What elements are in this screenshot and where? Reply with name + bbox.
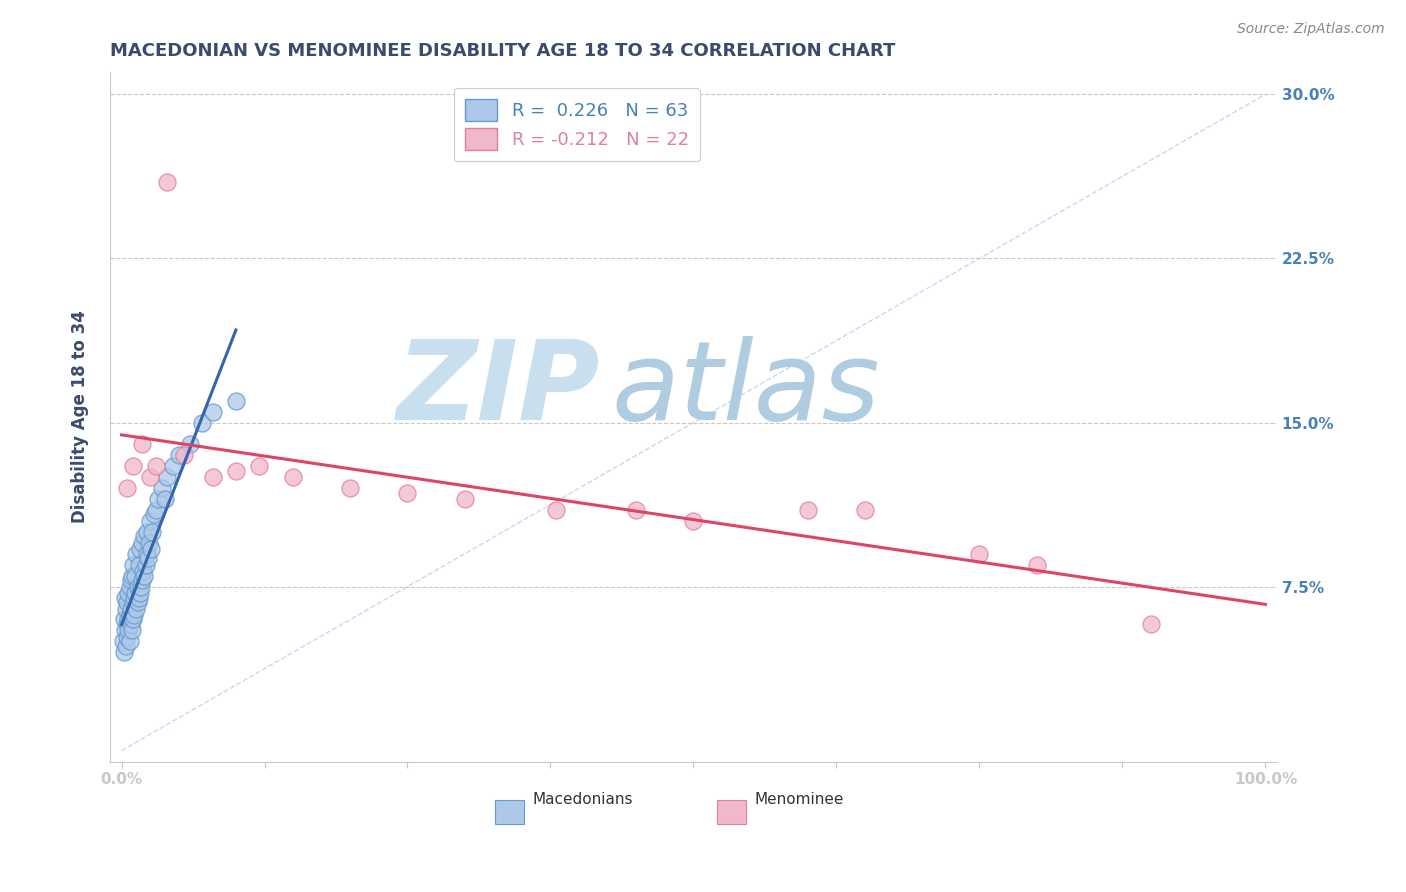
Text: MACEDONIAN VS MENOMINEE DISABILITY AGE 18 TO 34 CORRELATION CHART: MACEDONIAN VS MENOMINEE DISABILITY AGE 1… (110, 42, 896, 60)
Point (118, 608, 141, 623)
Point (112, 645, 135, 659)
Point (124, 568, 146, 582)
Point (1140, 616, 1163, 631)
Point (138, 536, 160, 550)
Point (114, 591, 136, 605)
Point (127, 595, 149, 609)
Point (682, 514, 704, 528)
Point (122, 608, 145, 623)
Point (225, 393, 247, 408)
Text: Menominee: Menominee (754, 792, 844, 807)
Point (797, 503, 820, 517)
Point (128, 558, 150, 572)
Point (135, 524, 157, 539)
Text: atlas: atlas (612, 336, 880, 443)
Point (128, 591, 150, 605)
Point (115, 595, 138, 609)
Point (121, 624, 143, 638)
Point (396, 485, 419, 500)
Point (121, 568, 143, 582)
Point (128, 542, 150, 557)
Point (111, 634, 134, 648)
Point (202, 404, 225, 418)
Point (125, 601, 148, 615)
Point (167, 448, 190, 462)
Point (153, 492, 176, 507)
Point (115, 481, 138, 495)
Point (150, 481, 173, 495)
Point (247, 459, 270, 474)
FancyBboxPatch shape (495, 799, 524, 823)
Point (122, 459, 145, 474)
Point (120, 601, 142, 615)
Point (626, 503, 648, 517)
Point (122, 558, 145, 572)
Point (114, 624, 136, 638)
Point (156, 470, 179, 484)
Point (142, 508, 165, 522)
Point (132, 564, 155, 578)
Point (136, 551, 159, 566)
Point (117, 612, 139, 626)
Point (115, 616, 138, 631)
Point (128, 586, 150, 600)
Point (1025, 558, 1047, 572)
Point (131, 573, 153, 587)
Point (134, 568, 156, 582)
Point (202, 470, 225, 484)
Point (146, 492, 169, 507)
Point (120, 573, 142, 587)
Point (141, 542, 163, 557)
Y-axis label: Disability Age 18 to 34: Disability Age 18 to 34 (72, 310, 89, 524)
Point (853, 503, 876, 517)
Point (281, 470, 304, 484)
Point (122, 591, 145, 605)
Point (145, 503, 167, 517)
Text: Source: ZipAtlas.com: Source: ZipAtlas.com (1237, 22, 1385, 37)
Point (117, 624, 139, 638)
Point (117, 586, 139, 600)
Point (454, 492, 477, 507)
Point (131, 437, 153, 451)
Point (135, 547, 157, 561)
Point (124, 586, 146, 600)
Point (115, 601, 138, 615)
FancyBboxPatch shape (717, 799, 747, 823)
Point (134, 529, 156, 543)
Point (135, 558, 157, 572)
Point (121, 612, 143, 626)
Point (139, 470, 162, 484)
Point (127, 580, 149, 594)
Point (339, 481, 361, 495)
Point (131, 536, 153, 550)
Legend: R =  0.226   N = 63, R = -0.212   N = 22: R = 0.226 N = 63, R = -0.212 N = 22 (454, 88, 700, 161)
Text: ZIP: ZIP (396, 336, 600, 443)
Point (112, 612, 135, 626)
Point (162, 459, 184, 474)
Point (546, 503, 568, 517)
Point (145, 459, 167, 474)
Point (120, 616, 142, 631)
Point (115, 630, 138, 644)
Point (179, 437, 201, 451)
Point (190, 416, 212, 430)
Point (225, 464, 247, 478)
Point (129, 580, 152, 594)
Point (173, 448, 195, 462)
Point (115, 639, 138, 653)
Point (122, 612, 145, 626)
Point (969, 547, 991, 561)
Text: Macedonians: Macedonians (533, 792, 633, 807)
Point (139, 514, 162, 528)
Point (141, 524, 163, 539)
Point (156, 175, 179, 189)
Point (125, 547, 148, 561)
Point (118, 634, 141, 648)
Point (122, 595, 145, 609)
Point (118, 580, 141, 594)
